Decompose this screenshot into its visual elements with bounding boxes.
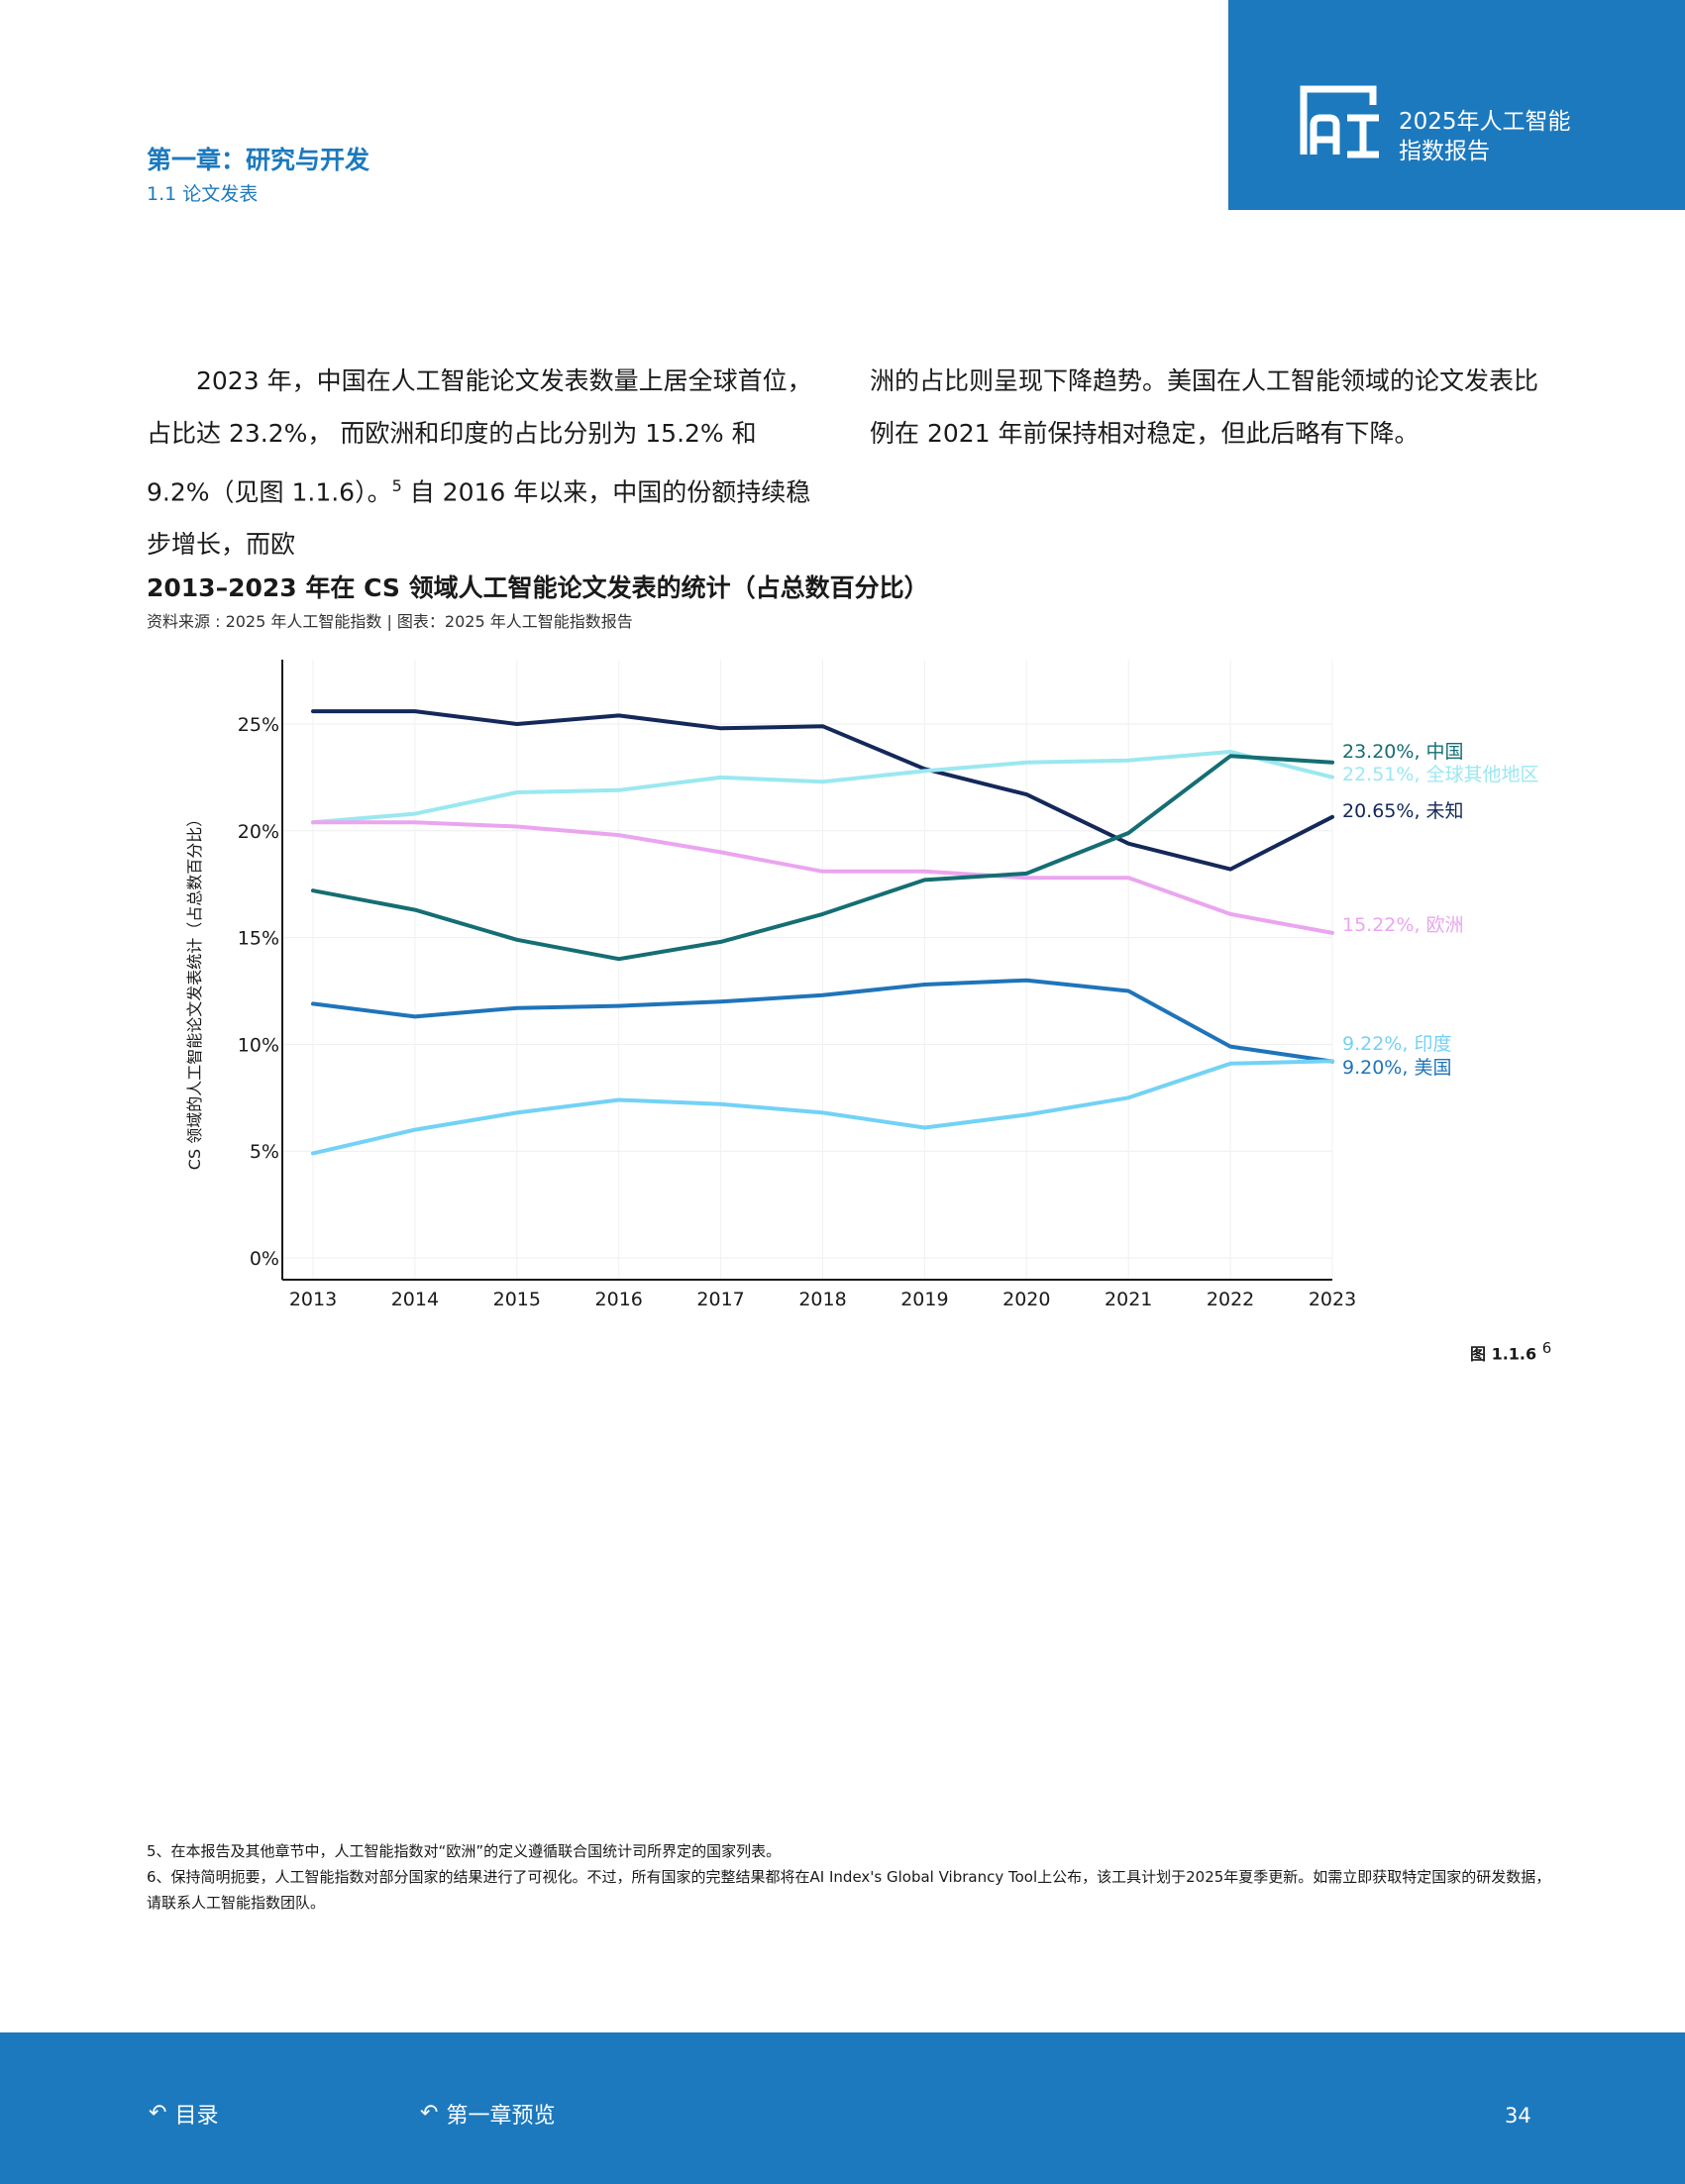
series-end-label: 22.51%, 全球其他地区 bbox=[1342, 764, 1539, 785]
series-line-全球其他地区 bbox=[311, 750, 1334, 825]
footnote-ref-5[interactable]: 5 bbox=[391, 476, 402, 495]
y-tick-label: 5% bbox=[250, 1141, 279, 1163]
body-paragraph-right: 洲的占比则呈现下降趋势。美国在人工智能领域的论文发表比例在 2021 年前保持相… bbox=[870, 366, 1539, 448]
series-line-未知 bbox=[311, 709, 1334, 872]
x-tick-label: 2022 bbox=[1207, 1289, 1254, 1310]
x-tick-label: 2019 bbox=[900, 1289, 948, 1310]
footnote-ref-6[interactable]: 6 bbox=[1541, 1339, 1552, 1357]
series-end-label: 23.20%, 中国 bbox=[1342, 741, 1464, 763]
section-title: 1.1 论文发表 bbox=[147, 183, 259, 205]
ai-index-logo-icon bbox=[1300, 85, 1379, 158]
x-tick-label: 2016 bbox=[595, 1289, 643, 1310]
series-line-中国 bbox=[311, 754, 1334, 962]
x-tick-label: 2014 bbox=[391, 1289, 439, 1310]
figure-number: 图 1.1.6 bbox=[1470, 1344, 1537, 1364]
figure-title: 2013–2023 年在 CS 领域人工智能论文发表的统计（占总数百分比） bbox=[147, 573, 929, 602]
x-tick-label: 2017 bbox=[696, 1289, 744, 1310]
y-tick-label: 25% bbox=[238, 714, 279, 736]
series-end-label: 9.20%, 美国 bbox=[1342, 1057, 1451, 1079]
line-chart: 0% 5% 10% 15% 20% 25% 2013 2014 2015 2016 2017 2018… bbox=[185, 660, 1539, 1310]
y-tick-label: 15% bbox=[238, 928, 279, 950]
footnote-5: 5、在本报告及其他章节中，人工智能指数对“欧洲”的定义遵循联合国统计司所界定的国… bbox=[147, 1842, 782, 1860]
report-header-box: 2025年人工智能 指数报告 bbox=[1228, 0, 1685, 210]
series-line-印度 bbox=[311, 1059, 1334, 1156]
x-tick-label: 2015 bbox=[493, 1289, 541, 1310]
report-title: 2025年人工智能 指数报告 bbox=[1399, 109, 1571, 164]
y-tick-label: 0% bbox=[250, 1248, 279, 1270]
x-tick-label: 2020 bbox=[1002, 1289, 1050, 1310]
return-arrow-icon: ↶ bbox=[420, 2101, 439, 2126]
figure-source: 资料来源 : 2025 年人工智能指数 | 图表：2025 年人工智能指数报告 bbox=[147, 612, 633, 631]
x-tick-label: 2013 bbox=[289, 1289, 337, 1310]
series-line-欧洲 bbox=[311, 820, 1334, 935]
x-tick-label: 2021 bbox=[1105, 1289, 1152, 1310]
body-paragraph-left: 2023 年，中国在人工智能论文发表数量上居全球首位，占比达 23.2%， 而欧… bbox=[147, 355, 820, 571]
body-text-left-tail: 自 2016 年以来，中国的份额持续稳步增长，而欧 bbox=[147, 477, 811, 560]
page-number: 34 bbox=[1505, 2104, 1531, 2128]
y-tick-label: 20% bbox=[238, 821, 279, 843]
y-axis-title: CS 领域的人工智能论文发表统计（占总数百分比） bbox=[185, 811, 204, 1170]
footnote-6: 6、保持简明扼要，人工智能指数对部分国家的结果进行了可视化。不过，所有国家的完整… bbox=[147, 1868, 1551, 1912]
series-end-label: 9.22%, 印度 bbox=[1342, 1033, 1451, 1055]
body-text-left: 2023 年，中国在人工智能论文发表数量上居全球首位，占比达 23.2%， 而欧… bbox=[147, 366, 812, 507]
return-arrow-icon: ↶ bbox=[149, 2101, 167, 2126]
series-end-label: 15.22%, 欧洲 bbox=[1342, 914, 1464, 936]
x-tick-label: 2023 bbox=[1309, 1289, 1356, 1310]
series-line-美国 bbox=[311, 978, 1334, 1064]
x-tick-label: 2018 bbox=[798, 1289, 846, 1310]
series-end-label: 20.65%, 未知 bbox=[1342, 800, 1464, 822]
chapter-overview-link-label: 第一章预览 bbox=[446, 2104, 556, 2129]
y-tick-label: 10% bbox=[238, 1034, 279, 1056]
toc-link-label: 目录 bbox=[174, 2104, 219, 2129]
toc-link[interactable]: ↶ 目录 bbox=[149, 2098, 218, 2130]
chapter-title: 第一章：研究与开发 bbox=[147, 146, 370, 174]
footnotes: 5、在本报告及其他章节中，人工智能指数对“欧洲”的定义遵循联合国统计司所界定的国… bbox=[147, 1838, 1553, 1916]
page-footer: ↶ 目录 ↶ 第一章预览 34 bbox=[0, 2032, 1685, 2184]
chapter-overview-link[interactable]: ↶ 第一章预览 bbox=[420, 2098, 555, 2130]
figure-label: 图 1.1.6 6 bbox=[1470, 1339, 1551, 1364]
